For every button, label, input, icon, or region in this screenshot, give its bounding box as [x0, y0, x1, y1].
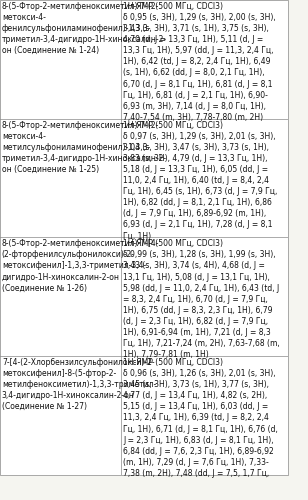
Text: 7-[4-(2-Хлорбензилсульфонилокси)-2-
метоксифенил]-8-(5-фтор-2-
метилфеноксиметил: 7-[4-(2-Хлорбензилсульфонилокси)-2- мето…: [2, 358, 156, 412]
Text: 8-(5-Фтор-2-метилфеноксиметил)-7-(2-
метокси-4-
фенилсульфониламинофенил)-1,3,3-: 8-(5-Фтор-2-метилфеноксиметил)-7-(2- мет…: [2, 2, 167, 56]
Text: 1Н-ЯМР (500 МГц, CDCl3)
δ 0,97 (s, 3H), 1,29 (s, 3H), 2,01 (s, 3H),
3,04 (s, 3H): 1Н-ЯМР (500 МГц, CDCl3) δ 0,97 (s, 3H), …: [123, 120, 278, 240]
Text: 8-(5-Фтор-2-метилфеноксиметил)-7-[4-
(2-фторфенилсульфонилокси)-2-
метоксифенил]: 8-(5-Фтор-2-метилфеноксиметил)-7-[4- (2-…: [2, 240, 159, 292]
Text: 1Н-ЯМР (500 МГц, CDCl3)
δ 0,99 (s, 3H), 1,28 (s, 3H), 1,99 (s, 3H),
3,43 (s, 3H): 1Н-ЯМР (500 МГц, CDCl3) δ 0,99 (s, 3H), …: [123, 240, 280, 360]
Text: 1Н-ЯМР (500 МГц, CDCl3)
δ 0,96 (s, 3H), 1,26 (s, 3H), 2,01 (s, 3H),
3,45 (s, 3H): 1Н-ЯМР (500 МГц, CDCl3) δ 0,96 (s, 3H), …: [123, 358, 278, 478]
Text: 8-(5-Фтор-2-метилфеноксиметил)-7-(2-
метокси-4-
метилсульфониламинофенил)-1,3,3-: 8-(5-Фтор-2-метилфеноксиметил)-7-(2- мет…: [2, 120, 167, 174]
Text: 1Н-ЯМР (500 МГц, CDCl3)
δ 0,95 (s, 3H), 1,29 (s, 3H), 2,00 (s, 3H),
3,43 (s, 3H): 1Н-ЯМР (500 МГц, CDCl3) δ 0,95 (s, 3H), …: [123, 2, 276, 122]
